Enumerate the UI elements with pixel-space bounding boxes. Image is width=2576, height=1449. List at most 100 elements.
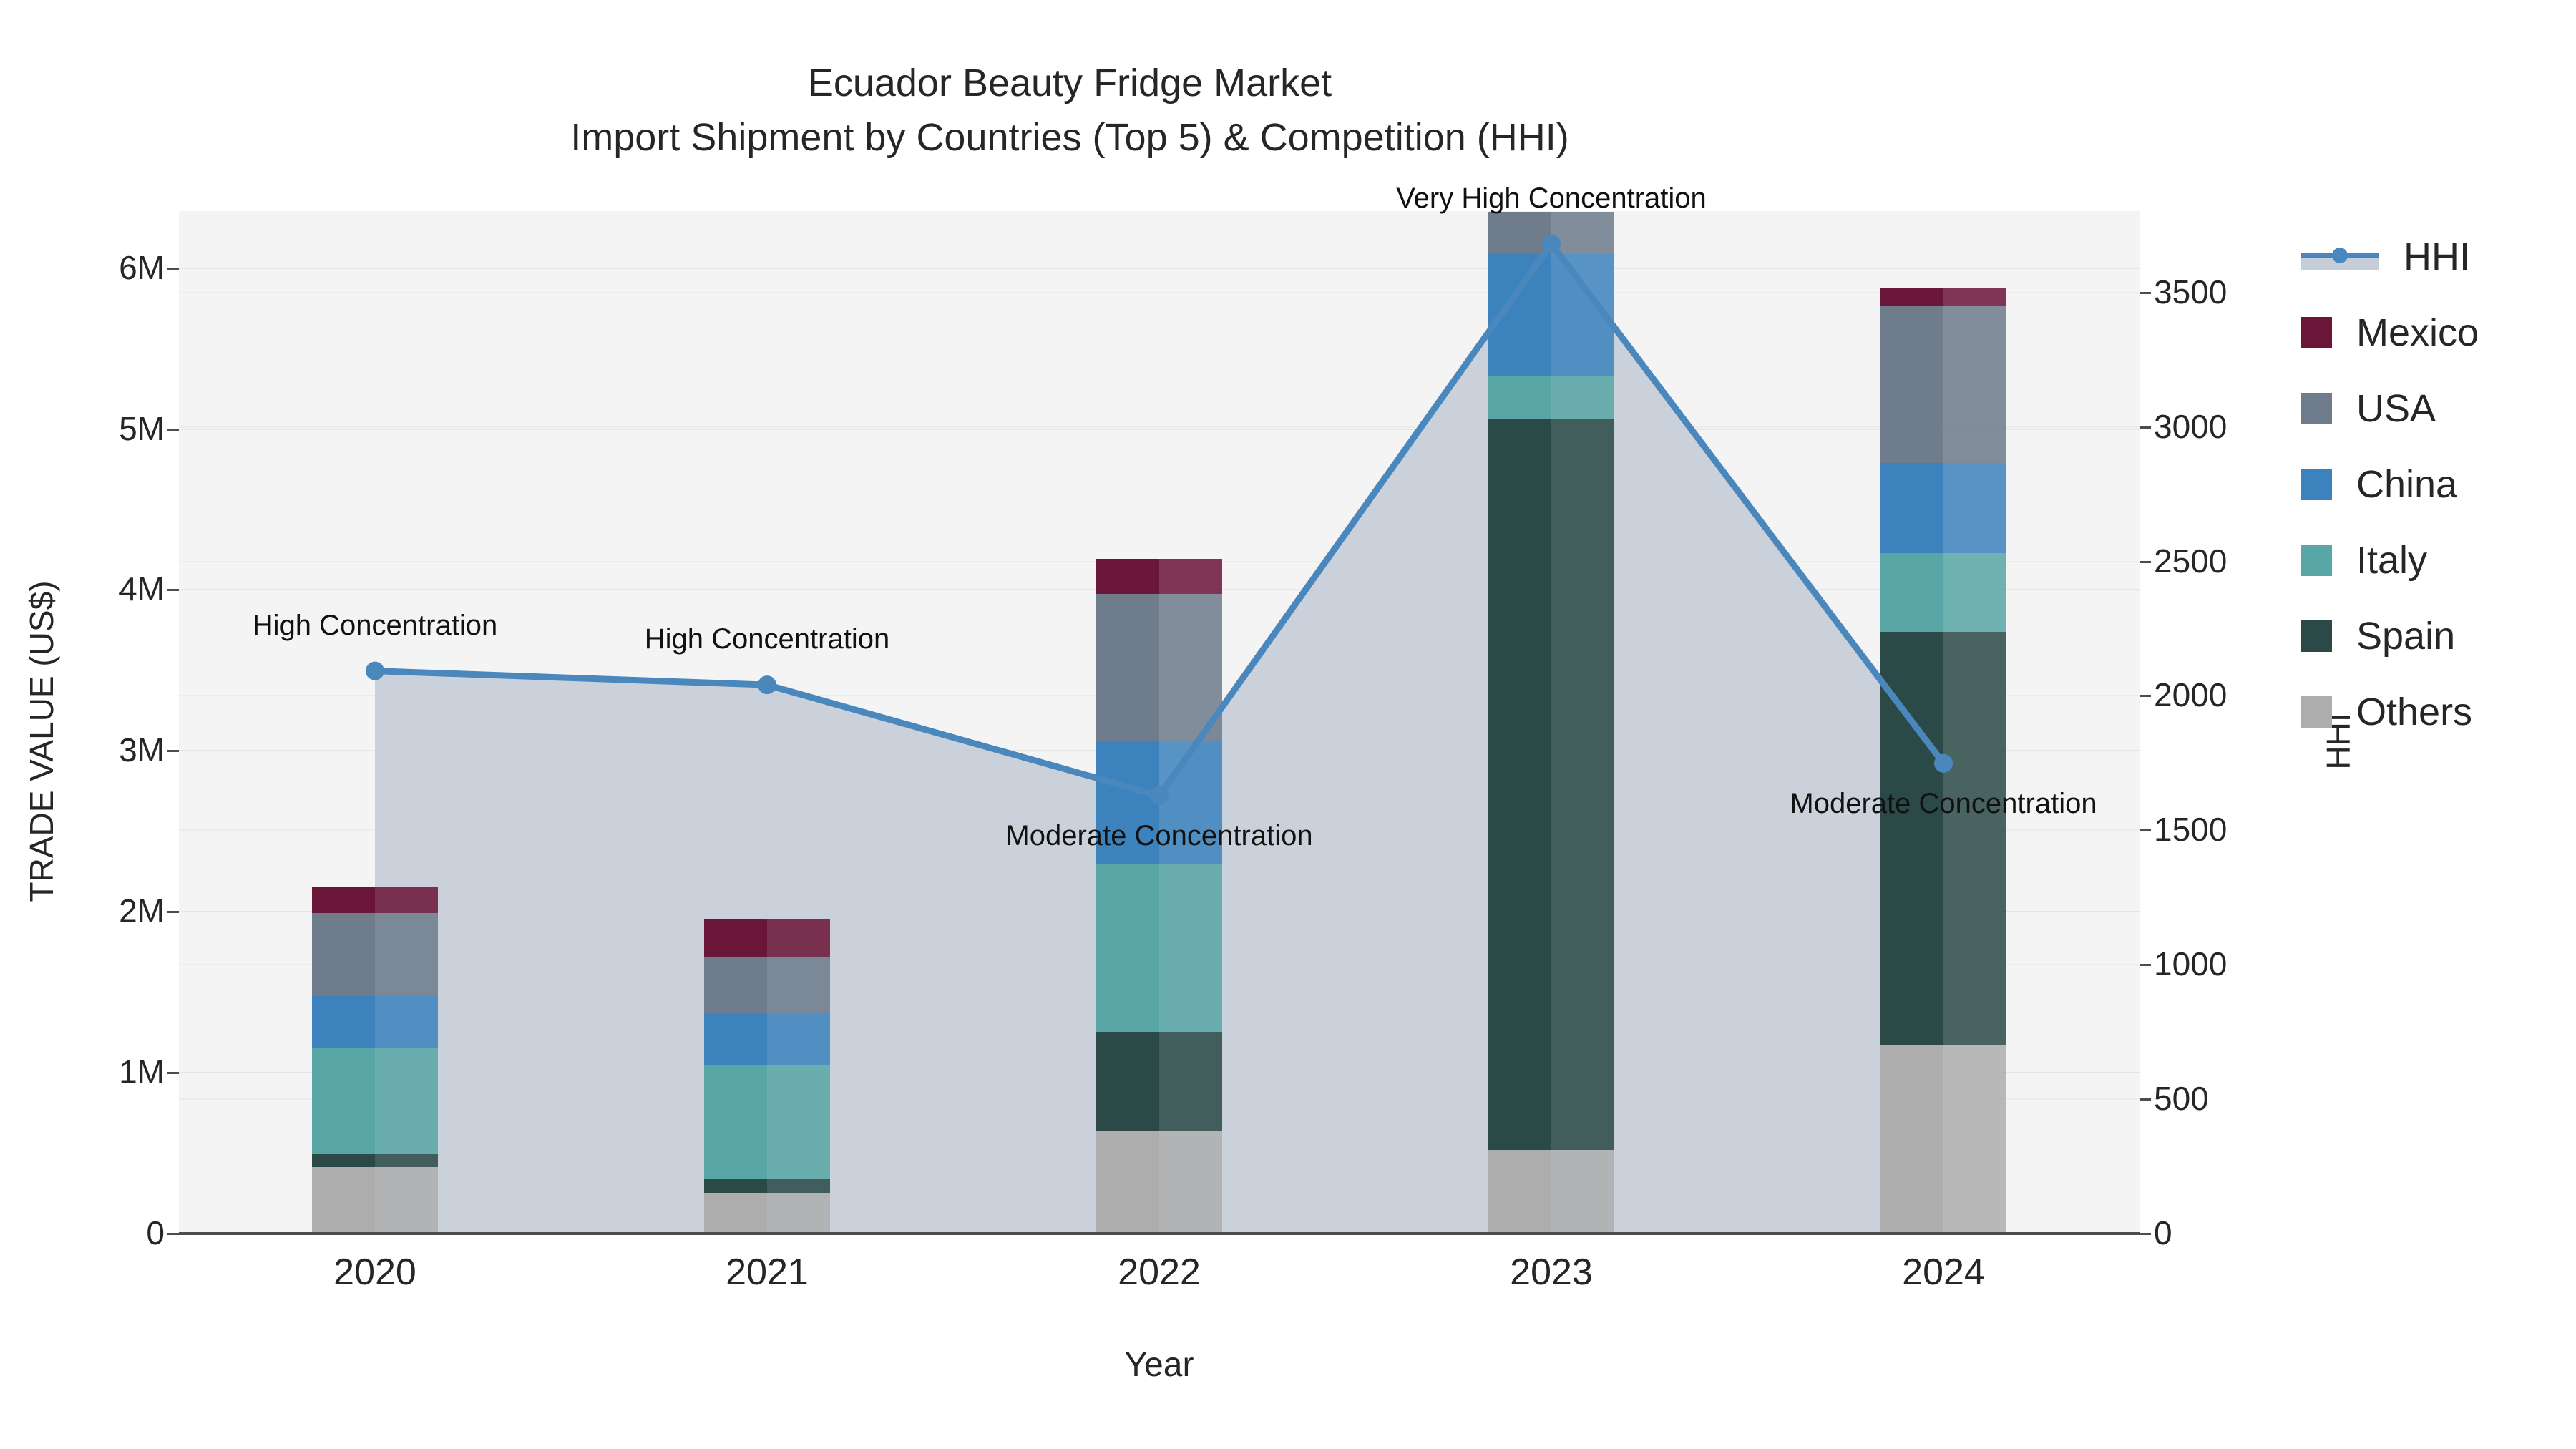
bar-segment-spain-2021[interactable] bbox=[704, 1178, 767, 1193]
y-tick-right-1000: 1000 bbox=[2154, 945, 2228, 983]
bar-segment-usa-2021[interactable] bbox=[767, 957, 830, 1013]
bar-segment-usa-2023[interactable] bbox=[1551, 212, 1614, 254]
bar-segment-italy-2023[interactable] bbox=[1488, 376, 1551, 420]
x-tick-2022: 2022 bbox=[1118, 1252, 1201, 1293]
bar-column-2021-left[interactable] bbox=[704, 211, 767, 1233]
bar-segment-italy-2022[interactable] bbox=[1096, 864, 1159, 1033]
bar-segment-spain-2024[interactable] bbox=[1943, 632, 2006, 1046]
hhi-marker-2021[interactable] bbox=[758, 675, 776, 695]
bar-column-2020-left[interactable] bbox=[312, 211, 375, 1233]
bar-segment-usa-2023[interactable] bbox=[1488, 212, 1551, 254]
bar-segment-usa-2021[interactable] bbox=[704, 957, 767, 1013]
bar-group-2023[interactable] bbox=[1488, 211, 1614, 1233]
bar-segment-others-2021[interactable] bbox=[767, 1192, 830, 1233]
bar-segment-usa-2024[interactable] bbox=[1943, 305, 2006, 463]
bar-segment-italy-2020[interactable] bbox=[375, 1048, 438, 1154]
legend-item-italy[interactable]: Italy bbox=[2301, 539, 2479, 582]
legend-item-spain[interactable]: Spain bbox=[2301, 615, 2479, 658]
legend-item-hhi[interactable]: HHI bbox=[2301, 235, 2479, 278]
bar-column-2020-right[interactable] bbox=[375, 211, 438, 1233]
bar-segment-china-2020[interactable] bbox=[375, 996, 438, 1048]
bar-group-2020[interactable] bbox=[312, 211, 438, 1233]
plot-area bbox=[179, 211, 2140, 1233]
bar-group-2024[interactable] bbox=[1880, 211, 2006, 1233]
hhi-marker-2023[interactable] bbox=[1542, 234, 1561, 253]
hhi-marker-2022[interactable] bbox=[1150, 786, 1169, 805]
bar-segment-usa-2020[interactable] bbox=[375, 912, 438, 997]
bar-segment-usa-2022[interactable] bbox=[1159, 594, 1222, 741]
legend-item-mexico[interactable]: Mexico bbox=[2301, 311, 2479, 354]
bar-segment-mexico-2021[interactable] bbox=[704, 919, 767, 958]
bar-segment-mexico-2021[interactable] bbox=[767, 919, 830, 958]
bar-segment-mexico-2024[interactable] bbox=[1880, 288, 1943, 306]
bar-segment-italy-2024[interactable] bbox=[1880, 552, 1943, 633]
bar-segment-usa-2024[interactable] bbox=[1880, 305, 1943, 463]
bar-segment-china-2022[interactable] bbox=[1096, 741, 1159, 865]
bar-group-2022[interactable] bbox=[1096, 211, 1222, 1233]
y-tick-left-6M: 6M bbox=[119, 248, 165, 286]
y-tickmark-left-6M bbox=[167, 267, 179, 270]
hhi-line-path bbox=[371, 240, 1947, 799]
bar-segment-spain-2020[interactable] bbox=[375, 1153, 438, 1167]
bar-segment-others-2020[interactable] bbox=[312, 1166, 375, 1233]
y-tick-right-1500: 1500 bbox=[2154, 811, 2228, 849]
bar-segment-spain-2023[interactable] bbox=[1488, 419, 1551, 1151]
bar-segment-italy-2022[interactable] bbox=[1159, 864, 1222, 1033]
bar-column-2024-left[interactable] bbox=[1880, 211, 1943, 1233]
bar-segment-china-2024[interactable] bbox=[1943, 462, 2006, 553]
bar-segment-others-2022[interactable] bbox=[1096, 1130, 1159, 1233]
bar-segment-italy-2023[interactable] bbox=[1551, 376, 1614, 420]
bar-segment-others-2021[interactable] bbox=[704, 1192, 767, 1233]
bar-segment-mexico-2020[interactable] bbox=[312, 887, 375, 913]
bar-segment-usa-2020[interactable] bbox=[312, 912, 375, 997]
legend-label-mexico: Mexico bbox=[2356, 311, 2479, 354]
bar-segment-spain-2022[interactable] bbox=[1096, 1032, 1159, 1131]
bar-segment-spain-2021[interactable] bbox=[767, 1178, 830, 1193]
bar-segment-others-2022[interactable] bbox=[1159, 1130, 1222, 1233]
legend-swatch-mexico bbox=[2301, 317, 2332, 348]
bar-segment-mexico-2022[interactable] bbox=[1096, 558, 1159, 595]
bar-column-2022-left[interactable] bbox=[1096, 211, 1159, 1233]
bar-segment-china-2022[interactable] bbox=[1159, 741, 1222, 865]
bar-segment-others-2023[interactable] bbox=[1488, 1150, 1551, 1233]
hhi-marker-2020[interactable] bbox=[366, 661, 384, 680]
bar-segment-china-2024[interactable] bbox=[1880, 462, 1943, 553]
bar-segment-mexico-2022[interactable] bbox=[1159, 558, 1222, 595]
bar-segment-others-2023[interactable] bbox=[1551, 1150, 1614, 1233]
y-tickmark-left-1M bbox=[167, 1072, 179, 1075]
bar-group-2021[interactable] bbox=[704, 211, 830, 1233]
y-tick-right-2000: 2000 bbox=[2154, 676, 2228, 714]
bar-segment-others-2020[interactable] bbox=[375, 1166, 438, 1233]
chart-title-line-2: Import Shipment by Countries (Top 5) & C… bbox=[570, 116, 1569, 159]
bar-segment-china-2020[interactable] bbox=[312, 996, 375, 1048]
bar-segment-mexico-2020[interactable] bbox=[375, 887, 438, 913]
bar-column-2024-right[interactable] bbox=[1943, 211, 2006, 1233]
bar-segment-spain-2022[interactable] bbox=[1159, 1032, 1222, 1131]
bar-column-2022-right[interactable] bbox=[1159, 211, 1222, 1233]
bar-segment-spain-2024[interactable] bbox=[1880, 632, 1943, 1046]
y-tick-left-2M: 2M bbox=[119, 892, 165, 930]
legend-item-others[interactable]: Others bbox=[2301, 691, 2479, 733]
bar-segment-spain-2023[interactable] bbox=[1551, 419, 1614, 1151]
bar-segment-china-2021[interactable] bbox=[767, 1012, 830, 1066]
bar-column-2023-left[interactable] bbox=[1488, 211, 1551, 1233]
bar-segment-others-2024[interactable] bbox=[1943, 1045, 2006, 1233]
bar-segment-others-2024[interactable] bbox=[1880, 1045, 1943, 1233]
legend-item-china[interactable]: China bbox=[2301, 463, 2479, 506]
bar-column-2021-right[interactable] bbox=[767, 211, 830, 1233]
bar-segment-china-2021[interactable] bbox=[704, 1012, 767, 1066]
bar-segment-italy-2024[interactable] bbox=[1943, 552, 2006, 633]
bar-segment-mexico-2024[interactable] bbox=[1943, 288, 2006, 306]
bar-segment-italy-2020[interactable] bbox=[312, 1048, 375, 1154]
legend-item-usa[interactable]: USA bbox=[2301, 387, 2479, 430]
bar-segment-spain-2020[interactable] bbox=[312, 1153, 375, 1167]
bar-segment-usa-2022[interactable] bbox=[1096, 594, 1159, 741]
gridline-left-6 bbox=[179, 267, 2140, 269]
legend: HHI Mexico USA China Italy Spain Others bbox=[2301, 235, 2479, 733]
bar-segment-italy-2021[interactable] bbox=[704, 1065, 767, 1179]
hhi-marker-2024[interactable] bbox=[1934, 753, 1953, 773]
x-tick-2021: 2021 bbox=[726, 1252, 809, 1293]
bar-column-2023-right[interactable] bbox=[1551, 211, 1614, 1233]
gridline-right-6 bbox=[179, 426, 2140, 428]
bar-segment-italy-2021[interactable] bbox=[767, 1065, 830, 1179]
